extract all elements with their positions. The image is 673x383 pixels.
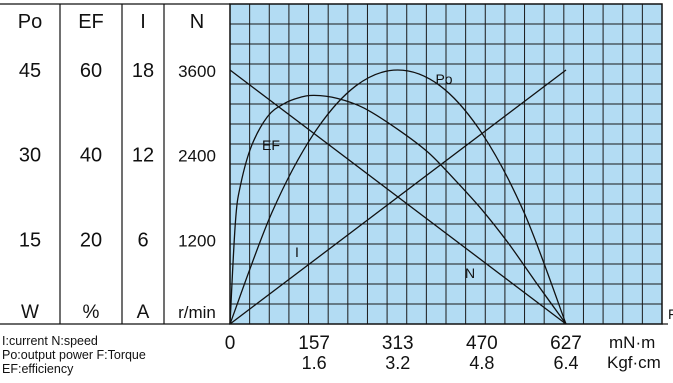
legend-note: I:current N:speed (2, 334, 98, 348)
x-tick-label-mnm: 627 (550, 333, 582, 354)
y-tick-label: 20 (80, 229, 102, 251)
x-axis-label: F (668, 306, 673, 322)
legend-note: EF:efficiency (2, 362, 74, 376)
y-tick-label: 40 (80, 145, 102, 167)
x-tick-label-mnm: 313 (382, 333, 414, 354)
y-tick-label: 18 (132, 60, 154, 82)
series-line-ef (229, 94, 567, 325)
series-line-po (229, 69, 567, 325)
x-unit-kgfcm: Kgf·cm (607, 353, 661, 372)
legend-note: Po:output power F:Torque (2, 348, 146, 362)
series-label-i: I (295, 244, 299, 260)
grid (230, 4, 662, 324)
y-tick-label: 45 (19, 60, 41, 82)
plot-border (229, 3, 663, 325)
y-tick-label: 3600 (178, 62, 216, 81)
series-label-po: Po (435, 71, 452, 87)
y-tick-label: 60 (80, 60, 102, 82)
labels: Po 45 30 15 W EF 60 40 20% I 18 12 6 A N 3600 2400 1200 r/… (18, 11, 673, 373)
x-tick-label-kgfcm: 4.8 (469, 353, 494, 373)
scale-unit-label: r/min (178, 303, 216, 322)
series-line-n (229, 69, 567, 325)
x-tick-label-mnm: 0 (225, 333, 236, 354)
y-tick-label: 2400 (178, 147, 216, 166)
scale-unit-label: A (137, 302, 150, 323)
y-tick-label: 15 (19, 229, 41, 251)
x-tick-label-mnm: 470 (466, 333, 498, 354)
scale-unit-label: % (83, 302, 100, 323)
x-tick-label-kgfcm: 1.6 (302, 353, 327, 373)
scale-frame (0, 3, 668, 325)
scale-header-po: Po (18, 11, 42, 33)
series-label-n: N (465, 265, 475, 281)
y-tick-label: 6 (137, 229, 148, 251)
scale-header-n: N (190, 11, 204, 33)
x-tick-label-kgfcm: 6.4 (553, 353, 578, 373)
scale-header-ef: EF (78, 11, 104, 33)
x-unit-mnm: mN·m (609, 333, 655, 352)
y-tick-label: 12 (132, 145, 154, 167)
scale-header-i: I (140, 11, 146, 33)
y-tick-label: 30 (19, 145, 41, 167)
x-tick-label-kgfcm: 3.2 (385, 353, 410, 373)
scale-unit-label: W (21, 302, 39, 323)
series-label-ef: EF (262, 137, 280, 153)
y-tick-label: 1200 (178, 231, 216, 250)
x-tick-label-mnm: 157 (298, 333, 330, 354)
legend-notes: I:current N:speed Po:output power F:Torq… (2, 334, 146, 376)
curves (229, 69, 567, 325)
